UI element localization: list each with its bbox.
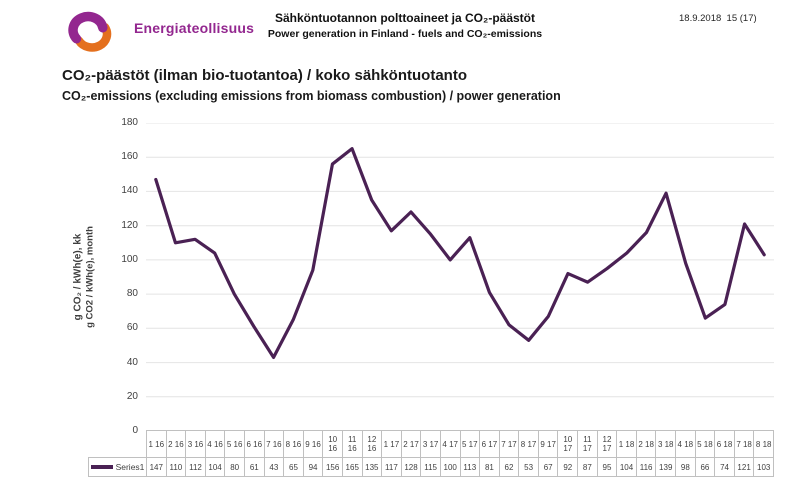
values-row: Series1 147 110 112 104 80 61 43 65 94 156 165 135 1… <box>88 457 774 477</box>
x-label-cell: 5 18 <box>694 430 715 457</box>
plot-area-svg <box>146 123 774 398</box>
y-axis-title-line1: g CO₂ / kWh(e), kk <box>72 233 84 321</box>
header-title-block: Sähköntuotannon polttoaineet ja CO₂-pääs… <box>205 11 605 41</box>
x-label-cell: 8 17 <box>518 430 538 457</box>
x-label-cell: 1 17 <box>381 430 401 457</box>
y-tick-label: 180 <box>121 117 138 128</box>
x-label-cell: 11 16 <box>341 430 362 457</box>
chart-title-fi: CO₂-päästöt (ilman bio-tuotantoa) / koko… <box>62 67 467 84</box>
value-cell: 113 <box>459 457 480 477</box>
value-cell: 121 <box>733 457 754 477</box>
value-cell: 156 <box>322 457 342 477</box>
value-cell: 147 <box>146 457 166 477</box>
y-axis-title: g CO₂ / kWh(e), kk g CO2 / kWh(e), month <box>73 226 96 328</box>
value-cell: 61 <box>243 457 264 477</box>
value-cell: 115 <box>420 457 440 477</box>
x-label-cell: 11 17 <box>577 430 597 457</box>
value-cell: 139 <box>655 457 676 477</box>
x-labels-row: 1 16 2 16 3 16 4 16 5 16 6 16 7 16 8 16 9 16 10 1… <box>88 430 774 457</box>
x-label-cell: 6 17 <box>479 430 499 457</box>
legend-line-swatch <box>90 465 113 469</box>
value-cell: 74 <box>714 457 734 477</box>
value-cell: 117 <box>381 457 401 477</box>
x-label-cell: 9 16 <box>302 430 323 457</box>
x-label-cell: 12 17 <box>596 430 617 457</box>
x-label-cell: 6 18 <box>714 430 734 457</box>
x-label-cell: 9 17 <box>537 430 558 457</box>
logo-orange-arc <box>74 23 112 52</box>
value-cell: 81 <box>479 457 499 477</box>
value-cell: 135 <box>361 457 382 477</box>
value-cell: 104 <box>204 457 225 477</box>
x-label-cell: 7 18 <box>733 430 754 457</box>
y-tick-label: 0 <box>132 425 138 436</box>
value-cell: 92 <box>557 457 578 477</box>
value-cell: 104 <box>616 457 636 477</box>
x-label-cell: 2 18 <box>635 430 656 457</box>
value-cell: 87 <box>577 457 597 477</box>
value-cell: 62 <box>498 457 519 477</box>
value-cell: 65 <box>283 457 303 477</box>
x-label-cell: 4 18 <box>675 430 695 457</box>
table-corner-cell <box>88 430 146 457</box>
value-cell: 103 <box>753 457 774 477</box>
x-label-cell: 5 16 <box>224 430 244 457</box>
y-tick-label: 80 <box>126 288 138 300</box>
y-tick-label: 20 <box>126 390 138 402</box>
value-cell: 67 <box>537 457 558 477</box>
y-tick-label: 160 <box>121 151 138 163</box>
x-label-cell: 12 16 <box>361 430 382 457</box>
x-label-cell: 6 16 <box>243 430 264 457</box>
value-cell: 98 <box>675 457 695 477</box>
y-tick-label: 60 <box>126 322 138 334</box>
x-label-cell: 5 17 <box>459 430 480 457</box>
x-label-cell: 2 16 <box>165 430 186 457</box>
value-cell: 94 <box>302 457 323 477</box>
x-label-cell: 3 17 <box>420 430 440 457</box>
value-cell: 165 <box>341 457 362 477</box>
y-tick-label: 100 <box>121 253 138 265</box>
x-label-cell: 10 16 <box>322 430 342 457</box>
x-label-cell: 4 16 <box>204 430 225 457</box>
value-cell: 128 <box>400 457 421 477</box>
y-tick-label: 140 <box>121 185 138 197</box>
x-label-cell: 8 18 <box>753 430 774 457</box>
x-label-cell: 7 17 <box>498 430 519 457</box>
x-label-cell: 8 16 <box>283 430 303 457</box>
y-tick-label: 40 <box>126 356 138 368</box>
brand-text: Energiateollisuus <box>134 20 255 36</box>
header-title: Sähköntuotannon polttoaineet ja CO₂-pääs… <box>275 11 535 25</box>
date-page-number: 18.9.2018 15 (17) <box>679 13 757 24</box>
x-label-cell: 10 17 <box>557 430 578 457</box>
y-tick-label: 120 <box>121 219 138 231</box>
energiateollisuus-logo-icon <box>68 11 112 52</box>
value-cell: 116 <box>635 457 656 477</box>
legend-label: Series1 <box>115 462 145 472</box>
data-table: 1 16 2 16 3 16 4 16 5 16 6 16 7 16 8 16 9 16 10 1… <box>88 430 774 477</box>
value-cell: 66 <box>694 457 715 477</box>
value-cell: 100 <box>439 457 460 477</box>
value-cell: 112 <box>185 457 205 477</box>
x-label-cell: 1 16 <box>146 430 166 457</box>
x-label-cell: 1 18 <box>616 430 636 457</box>
x-label-cell: 2 17 <box>400 430 421 457</box>
x-label-cell: 3 18 <box>655 430 676 457</box>
header-subtitle: Power generation in Finland - fuels and … <box>267 28 543 40</box>
logo-purple-arc <box>68 11 108 44</box>
value-cell: 80 <box>224 457 244 477</box>
value-cell: 43 <box>263 457 284 477</box>
chart-title-en: CO₂-emissions (excluding emissions from … <box>62 89 561 103</box>
x-label-cell: 3 16 <box>185 430 205 457</box>
value-cell: 110 <box>165 457 186 477</box>
legend-cell: Series1 <box>88 457 146 477</box>
value-cell: 95 <box>596 457 617 477</box>
x-label-cell: 4 17 <box>439 430 460 457</box>
x-label-cell: 7 16 <box>263 430 284 457</box>
y-axis-title-line2: g CO2 / kWh(e), month <box>84 226 96 328</box>
value-cell: 53 <box>518 457 538 477</box>
series-line <box>154 147 766 360</box>
